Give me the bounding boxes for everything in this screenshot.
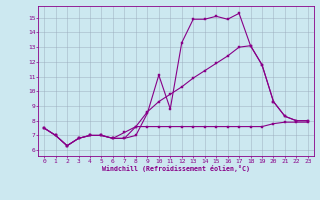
X-axis label: Windchill (Refroidissement éolien,°C): Windchill (Refroidissement éolien,°C) bbox=[102, 165, 250, 172]
